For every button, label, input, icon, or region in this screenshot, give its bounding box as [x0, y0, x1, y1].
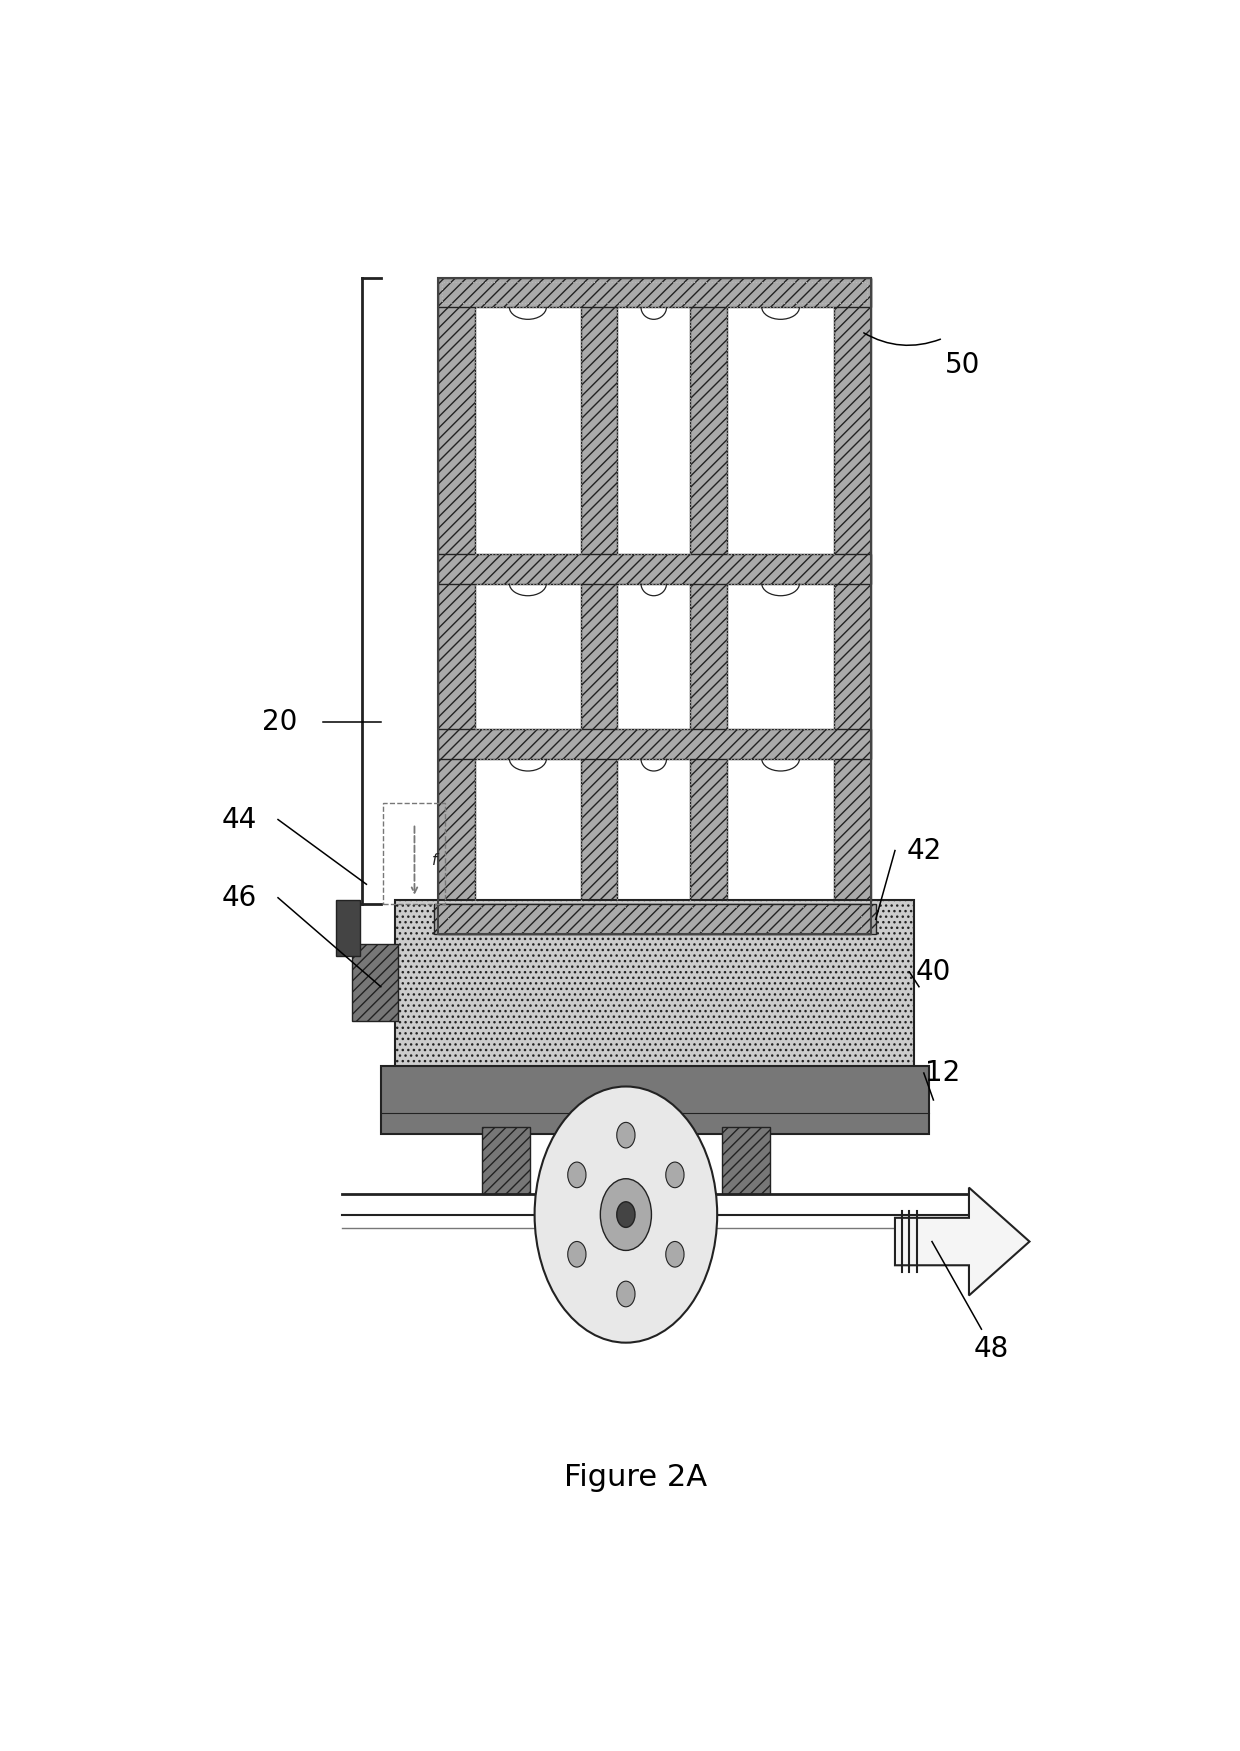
- Bar: [580, 278, 618, 905]
- Circle shape: [568, 1241, 587, 1268]
- Bar: [727, 583, 835, 728]
- Text: 48: 48: [973, 1336, 1008, 1364]
- Bar: [439, 278, 475, 905]
- Bar: [475, 583, 580, 728]
- Bar: [448, 907, 862, 932]
- Text: 12: 12: [925, 1059, 961, 1087]
- Bar: [618, 583, 691, 728]
- Bar: [336, 900, 360, 956]
- Bar: [618, 306, 691, 553]
- Bar: [439, 278, 870, 933]
- Bar: [727, 306, 835, 553]
- Bar: [383, 804, 445, 905]
- Bar: [722, 1128, 770, 1194]
- Text: f: f: [432, 853, 438, 868]
- Circle shape: [616, 1201, 635, 1227]
- Bar: [439, 278, 870, 306]
- Bar: [475, 758, 580, 905]
- Bar: [434, 905, 875, 933]
- Bar: [352, 944, 398, 1021]
- Bar: [835, 278, 870, 905]
- Circle shape: [666, 1163, 684, 1187]
- Circle shape: [616, 1122, 635, 1149]
- Circle shape: [600, 1178, 651, 1250]
- Bar: [443, 282, 867, 303]
- Circle shape: [666, 1241, 684, 1268]
- Text: Figure 2A: Figure 2A: [564, 1464, 707, 1492]
- Bar: [381, 1066, 929, 1133]
- Bar: [691, 278, 727, 905]
- Circle shape: [568, 1163, 587, 1187]
- Bar: [475, 306, 580, 553]
- Circle shape: [616, 1282, 635, 1306]
- Bar: [727, 758, 835, 905]
- Text: 40: 40: [915, 958, 951, 986]
- Bar: [439, 553, 870, 583]
- Circle shape: [534, 1086, 717, 1343]
- Text: 42: 42: [906, 837, 941, 865]
- Text: 44: 44: [222, 805, 257, 833]
- Bar: [396, 900, 914, 1073]
- Polygon shape: [895, 1187, 1029, 1296]
- Text: 20: 20: [262, 709, 298, 737]
- Text: 50: 50: [945, 352, 980, 380]
- Bar: [439, 905, 870, 933]
- Bar: [439, 728, 870, 758]
- Bar: [618, 758, 691, 905]
- Text: 46: 46: [222, 884, 257, 912]
- Bar: [481, 1128, 529, 1194]
